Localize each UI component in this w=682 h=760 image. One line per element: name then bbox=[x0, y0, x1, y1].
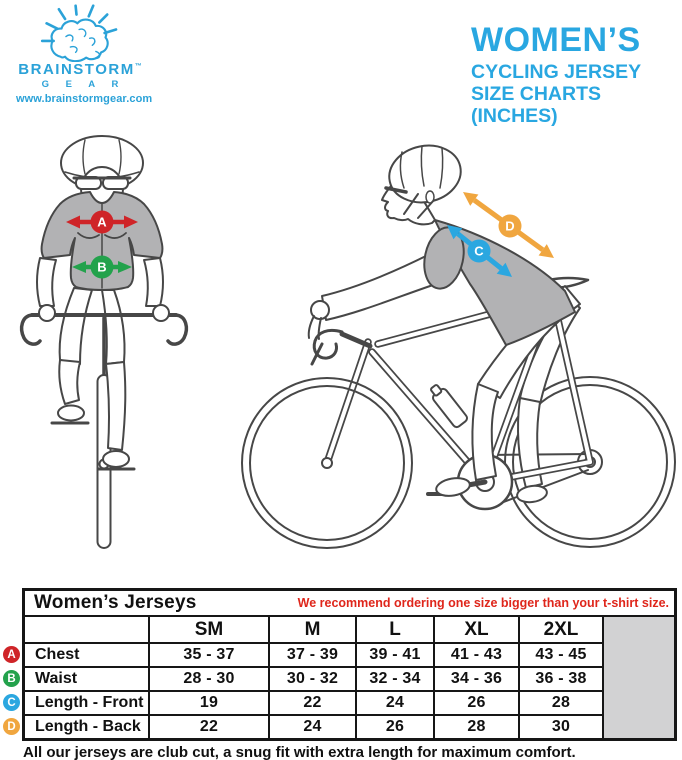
fit-footnote: All our jerseys are club cut, a snug fit… bbox=[23, 744, 576, 760]
page-title-line3: SIZE CHARTS (INCHES) bbox=[471, 83, 602, 128]
marker-a-label: A bbox=[97, 215, 107, 230]
trademark-symbol: ™ bbox=[134, 63, 142, 70]
table-marker-d: D bbox=[3, 718, 20, 735]
brain-icon bbox=[40, 4, 118, 62]
table-marker-b: B bbox=[3, 670, 20, 687]
water-bottle bbox=[430, 384, 469, 429]
waist-m: 30 - 32 bbox=[268, 666, 355, 690]
length-back-xl: 28 bbox=[433, 714, 518, 738]
column-header-m: M bbox=[268, 615, 355, 642]
column-header-sm: SM bbox=[148, 615, 268, 642]
length-back-m: 24 bbox=[268, 714, 355, 738]
side-cyclist-illustration: D C bbox=[241, 144, 676, 549]
marker-b-label: B bbox=[97, 260, 106, 275]
side-bike-handlebar bbox=[310, 328, 344, 366]
waist-xl: 34 - 36 bbox=[433, 666, 518, 690]
chest-2xl: 43 - 45 bbox=[518, 642, 602, 666]
marker-c-circle bbox=[467, 239, 491, 263]
page-title-line2: CYCLING JERSEY bbox=[471, 61, 642, 83]
brand-url: www.brainstormgear.com bbox=[16, 92, 153, 105]
brand-division: G E A R bbox=[41, 78, 126, 90]
front-rider-hands bbox=[38, 304, 170, 322]
chest-m: 37 - 39 bbox=[268, 642, 355, 666]
table-title-bar: Women’s Jerseys We recommend ordering on… bbox=[25, 591, 674, 615]
page-title: WOMEN’S CYCLING JERSEY SIZE CHARTS (INCH… bbox=[471, 23, 682, 127]
front-bike-handlebar bbox=[19, 313, 189, 346]
column-header-l: L bbox=[355, 615, 433, 642]
measure-arrow-length-front: C bbox=[447, 225, 512, 277]
brand-name: BRAINSTORM™ bbox=[16, 62, 144, 78]
row-label-chest: Chest bbox=[25, 642, 148, 666]
waist-2xl: 36 - 38 bbox=[518, 666, 602, 690]
row-label-waist: Waist bbox=[25, 666, 148, 690]
chest-sm: 35 - 37 bbox=[148, 642, 268, 666]
chest-l: 39 - 41 bbox=[355, 642, 433, 666]
measure-arrow-waist: B bbox=[72, 255, 132, 279]
size-table: Women’s Jerseys We recommend ordering on… bbox=[22, 588, 677, 741]
page-title-line1: WOMEN’S bbox=[471, 21, 641, 59]
side-rider-far-leg bbox=[516, 295, 581, 504]
waist-l: 32 - 34 bbox=[355, 666, 433, 690]
length-back-l: 26 bbox=[355, 714, 433, 738]
table-corner-cell bbox=[25, 615, 148, 642]
length-front-sm: 19 bbox=[148, 690, 268, 714]
front-cyclist-illustration: A B bbox=[19, 135, 189, 549]
length-front-m: 22 bbox=[268, 690, 355, 714]
waist-sm: 28 - 30 bbox=[148, 666, 268, 690]
row-label-length-back: Length - Back bbox=[25, 714, 148, 738]
chest-xl: 41 - 43 bbox=[433, 642, 518, 666]
measure-arrow-chest: A bbox=[66, 210, 138, 234]
length-front-xl: 26 bbox=[433, 690, 518, 714]
length-front-2xl: 28 bbox=[518, 690, 602, 714]
marker-d-circle bbox=[498, 214, 522, 238]
front-rider-jersey bbox=[40, 191, 164, 291]
brand-name-text: BRAINSTORM bbox=[18, 61, 135, 78]
front-wheel bbox=[241, 377, 413, 549]
column-header-2xl: 2XL bbox=[518, 615, 602, 642]
table-title: Women’s Jerseys bbox=[34, 592, 197, 613]
side-rider-arm bbox=[307, 253, 437, 340]
marker-a-circle bbox=[90, 210, 114, 234]
measure-arrow-length-back: D bbox=[463, 192, 554, 258]
marker-d-label: D bbox=[505, 219, 514, 234]
length-back-2xl: 30 bbox=[518, 714, 602, 738]
side-rider-helmet bbox=[388, 144, 462, 219]
brand-logo: BRAINSTORM™ G E A R www.brainstormgear.c… bbox=[16, 4, 153, 105]
brain-rays bbox=[40, 4, 118, 43]
front-rider-arms bbox=[36, 257, 164, 307]
table-marker-a: A bbox=[3, 646, 20, 663]
table-marker-c: C bbox=[3, 694, 20, 711]
table-gray-spacer-cell bbox=[602, 615, 674, 738]
front-rider-sunglasses bbox=[72, 176, 132, 190]
length-back-sm: 22 bbox=[148, 714, 268, 738]
size-recommendation-note: We recommend ordering one size bigger th… bbox=[297, 596, 669, 610]
marker-b-circle bbox=[90, 255, 114, 279]
marker-c-label: C bbox=[474, 244, 484, 259]
brain-outline bbox=[50, 18, 109, 62]
column-header-xl: XL bbox=[433, 615, 518, 642]
front-rider-legs bbox=[50, 287, 136, 471]
row-label-length-front: Length - Front bbox=[25, 690, 148, 714]
length-front-l: 24 bbox=[355, 690, 433, 714]
side-rider-sunglasses bbox=[384, 186, 408, 194]
